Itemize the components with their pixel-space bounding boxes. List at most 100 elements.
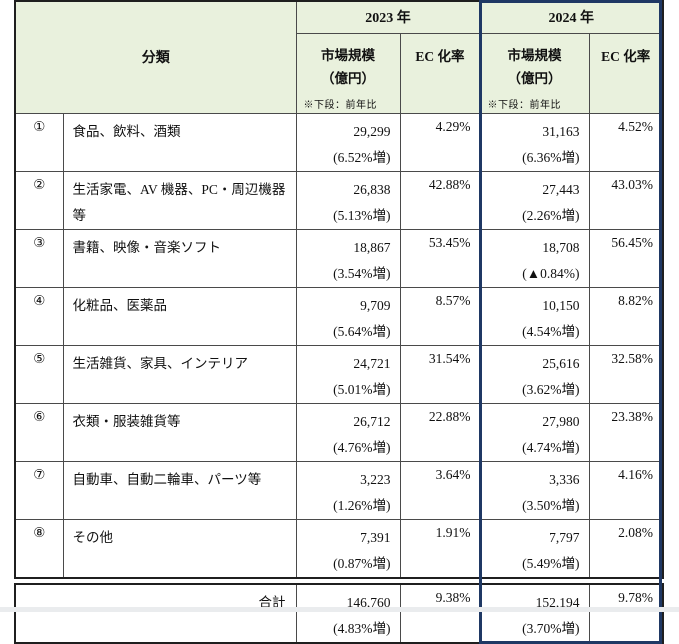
header-year-2024: 2024 年 — [479, 0, 664, 34]
table-row: ⑤ 生活雑貨、家具、インテリア 24,721 (5.01%増) 31.54% 25… — [14, 344, 664, 404]
yoy-value: (1.26%増) — [333, 497, 391, 513]
ec-2024-cell: 4.52% — [588, 112, 664, 172]
yoy-value: (▲0.84%) — [522, 265, 580, 281]
market-2023-cell: 18,867 (3.54%増) — [295, 228, 401, 288]
row-category: 書籍、映像・音楽ソフト — [62, 228, 297, 288]
market-value: 18,708 — [542, 239, 580, 255]
market-2024-cell: 31,163 (6.36%増) — [479, 112, 590, 172]
market-2024-cell: 3,336 (3.50%増) — [479, 460, 590, 520]
table-row: ⑥ 衣類・服装雑貨等 26,712 (4.76%増) 22.88% 27,980 (… — [14, 402, 664, 462]
header-ec-2023: EC 化率 — [399, 32, 481, 114]
header-market-2024: 市場規模 （億円） ※下段：前年比 — [479, 32, 590, 114]
yoy-value: (4.74%増) — [522, 439, 580, 455]
yoy-value: (6.36%増) — [522, 149, 580, 165]
ec-2023-cell: 31.54% — [399, 344, 481, 404]
yoy-value: (4.76%増) — [333, 439, 391, 455]
yoy-value: (4.54%増) — [522, 323, 580, 339]
table-row: ③ 書籍、映像・音楽ソフト 18,867 (3.54%増) 53.45% 18,7… — [14, 228, 664, 288]
market-2024-cell: 7,797 (5.49%増) — [479, 518, 590, 578]
row-number: ③ — [14, 228, 64, 288]
yoy-value: (4.83%増) — [333, 620, 391, 636]
table-row: ④ 化粧品、医薬品 9,709 (5.64%増) 8.57% 10,150 (4.5… — [14, 286, 664, 346]
market-value: 7,391 — [360, 529, 391, 545]
ec-2023-cell: 1.91% — [399, 518, 481, 578]
row-number: ① — [14, 112, 64, 172]
header-year-2023: 2023 年 — [295, 0, 481, 34]
market-value: 29,299 — [353, 123, 391, 139]
total-ec-2024-cell: 9.78% — [588, 583, 664, 643]
market-2023-cell: 3,223 (1.26%増) — [295, 460, 401, 520]
ec-2024-cell: 8.82% — [588, 286, 664, 346]
row-category: その他 — [62, 518, 297, 578]
market-value: 26,838 — [353, 181, 391, 197]
header-market-2023: 市場規模 （億円） ※下段：前年比 — [295, 32, 401, 114]
market-2024-cell: 10,150 (4.54%増) — [479, 286, 590, 346]
row-category: 生活家電、AV 機器、PC・周辺機器等 — [62, 170, 297, 230]
main-table: 分類 2023 年 2024 年 市場規模 （億円） ※下段：前年比 EC 化率… — [14, 0, 664, 579]
row-category: 食品、飲料、酒類 — [62, 112, 297, 172]
market-value: 26,712 — [353, 413, 391, 429]
market-value: 3,223 — [360, 471, 391, 487]
row-category: 生活雑貨、家具、インテリア — [62, 344, 297, 404]
market-value: 31,163 — [542, 123, 580, 139]
market-value: 9,709 — [360, 297, 391, 313]
header-category: 分類 — [14, 0, 297, 114]
market-value: 27,443 — [542, 181, 580, 197]
row-category: 化粧品、医薬品 — [62, 286, 297, 346]
market-unit-label: （億円） — [321, 71, 375, 86]
yoy-value: (5.13%増) — [333, 207, 391, 223]
market-value: 24,721 — [353, 355, 391, 371]
market-2024-cell: 25,616 (3.62%増) — [479, 344, 590, 404]
ec-2024-cell: 32.58% — [588, 344, 664, 404]
table-row: ⑦ 自動車、自動二輪車、パーツ等 3,223 (1.26%増) 3.64% 3,3… — [14, 460, 664, 520]
row-number: ⑧ — [14, 518, 64, 578]
table-row: ① 食品、飲料、酒類 29,299 (6.52%増) 4.29% 31,163 (6… — [14, 112, 664, 172]
market-value: 7,797 — [549, 529, 580, 545]
yoy-note: ※下段：前年比 — [487, 100, 561, 111]
row-category: 自動車、自動二輪車、パーツ等 — [62, 460, 297, 520]
total-table: 合計 146,760 (4.83%増) 9.38% 152,194 (3.70%増)… — [14, 582, 664, 644]
market-size-label: 市場規模 — [321, 48, 375, 63]
market-2023-cell: 29,299 (6.52%増) — [295, 112, 401, 172]
market-2023-cell: 9,709 (5.64%増) — [295, 286, 401, 346]
market-value: 18,867 — [353, 239, 391, 255]
header-sub-row: 市場規模 （億円） ※下段：前年比 EC 化率 市場規模 （億円） ※下段：前年… — [15, 32, 664, 114]
market-2024-cell: 18,708 (▲0.84%) — [479, 228, 590, 288]
ec-2023-cell: 22.88% — [399, 402, 481, 462]
total-label: 合計 — [14, 583, 297, 643]
ec-2024-cell: 4.16% — [588, 460, 664, 520]
yoy-value: (6.52%増) — [333, 149, 391, 165]
row-number: ⑥ — [14, 402, 64, 462]
market-2023-cell: 26,712 (4.76%増) — [295, 402, 401, 462]
yoy-value: (5.01%増) — [333, 381, 391, 397]
page-edge-strip — [0, 607, 679, 612]
yoy-value: (3.54%増) — [333, 265, 391, 281]
market-2023-cell: 24,721 (5.01%増) — [295, 344, 401, 404]
row-number: ⑦ — [14, 460, 64, 520]
yoy-value: (0.87%増) — [333, 555, 391, 571]
yoy-value: (3.62%増) — [522, 381, 580, 397]
yoy-value: (2.26%増) — [522, 207, 580, 223]
ec-2024-cell: 2.08% — [588, 518, 664, 578]
yoy-note: ※下段：前年比 — [303, 100, 377, 111]
ec-2023-cell: 8.57% — [399, 286, 481, 346]
total-market-2023-cell: 146,760 (4.83%増) — [295, 583, 401, 643]
header-year-row: 分類 2023 年 2024 年 — [14, 0, 664, 114]
market-value: 25,616 — [542, 355, 580, 371]
ec-market-table: 分類 2023 年 2024 年 市場規模 （億円） ※下段：前年比 EC 化率… — [14, 0, 664, 644]
yoy-value: (5.49%増) — [522, 555, 580, 571]
yoy-value: (3.70%増) — [522, 620, 580, 636]
market-value: 10,150 — [542, 297, 580, 313]
table-row: ② 生活家電、AV 機器、PC・周辺機器等 26,838 (5.13%増) 42.… — [14, 170, 664, 230]
ec-2024-cell: 43.03% — [588, 170, 664, 230]
yoy-value: (3.50%増) — [522, 497, 580, 513]
ec-2024-cell: 23.38% — [588, 402, 664, 462]
market-size-label: 市場規模 — [507, 48, 562, 63]
market-value: 27,980 — [542, 413, 580, 429]
ec-2023-cell: 42.88% — [399, 170, 481, 230]
market-2023-cell: 7,391 (0.87%増) — [295, 518, 401, 578]
market-2024-cell: 27,443 (2.26%増) — [479, 170, 590, 230]
market-value: 3,336 — [549, 471, 580, 487]
row-category: 衣類・服装雑貨等 — [62, 402, 297, 462]
